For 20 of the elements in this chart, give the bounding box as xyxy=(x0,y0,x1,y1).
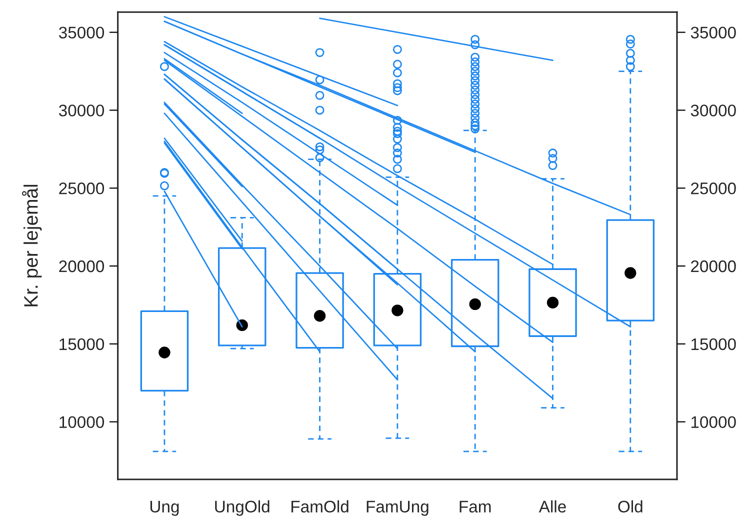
x-tick-label: Ung xyxy=(150,500,179,516)
x-tick-label: UngOld xyxy=(215,500,270,516)
y-tick-label: 35000 xyxy=(58,26,104,39)
y-tick-label: 25000 xyxy=(59,182,104,194)
x-tick-label: FamOld xyxy=(292,500,348,513)
y-tick-label: 10000 xyxy=(60,416,104,428)
y-tick-label: 15000 xyxy=(60,338,104,350)
y-tick-label: 20000 xyxy=(59,260,104,272)
y2-tick-label: 15000 xyxy=(691,338,736,350)
x-tick-label: FamUng xyxy=(366,500,428,516)
y2-tick-label: 25000 xyxy=(691,182,736,194)
y2-tick-label: 30000 xyxy=(690,104,736,116)
x-tick-label: Fam xyxy=(460,500,491,513)
y2-tick-label: 20000 xyxy=(691,260,736,272)
y2-tick-label: 35000 xyxy=(690,26,736,39)
y2-tick-label: 10000 xyxy=(691,416,736,428)
x-tick-label: Alle xyxy=(538,500,566,513)
y-axis-title: Kr. per lejemål xyxy=(22,184,42,306)
y-tick-label: 30000 xyxy=(58,104,104,116)
x-tick-label: Old xyxy=(618,500,642,513)
